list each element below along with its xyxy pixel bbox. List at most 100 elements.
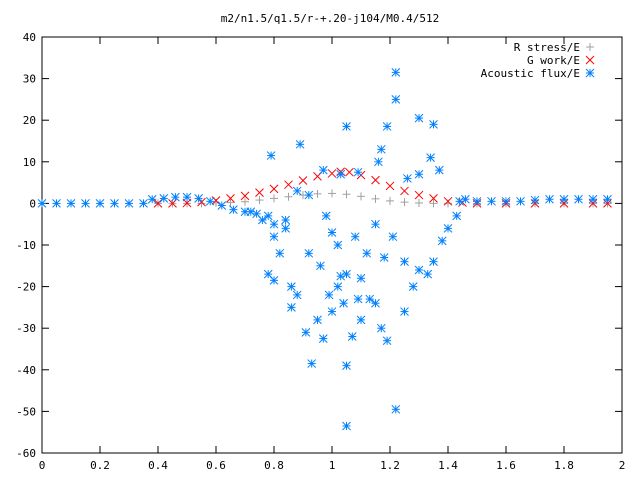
data-point — [318, 334, 328, 343]
data-point — [304, 248, 314, 258]
tick-labels: 0 0.2 0.4 0.6 0.8 1 1.2 1.4 1.6 1.8 2 40 30 20 10 0 -10 -… — [16, 31, 625, 472]
data-point — [313, 189, 322, 198]
data-point — [313, 315, 322, 325]
data-point — [153, 199, 163, 208]
data-point — [336, 271, 346, 281]
y-tick-label: -50 — [16, 405, 36, 418]
data-point — [379, 253, 389, 262]
y-tick-label: -10 — [16, 239, 36, 252]
x-tick-label: 0.8 — [264, 459, 284, 472]
data-point — [452, 211, 462, 221]
data-point — [124, 199, 134, 208]
x-tick-label: 0 — [39, 459, 46, 472]
y-tick-label: -30 — [16, 322, 36, 335]
data-point — [414, 265, 424, 275]
data-point — [263, 211, 273, 221]
data-point — [350, 232, 360, 242]
x-tick-label: 0.4 — [148, 459, 168, 472]
data-point — [287, 303, 296, 312]
x-tick-label: 1.4 — [438, 459, 458, 472]
data-point — [388, 232, 398, 242]
x-tick-label: 0.6 — [206, 459, 226, 472]
data-point — [376, 144, 386, 154]
data-point — [461, 194, 470, 204]
data-point — [429, 257, 438, 266]
data-point — [443, 224, 453, 233]
data-point — [269, 219, 279, 229]
data-point — [414, 113, 424, 123]
data-point — [353, 167, 363, 177]
x-tick-label: 1 — [329, 459, 336, 472]
x-tick-label: 1.2 — [380, 459, 400, 472]
data-point — [252, 209, 261, 219]
data-point — [269, 232, 279, 242]
data-point — [414, 169, 424, 179]
data-point — [304, 190, 314, 200]
data-point — [501, 196, 511, 206]
data-point — [321, 211, 331, 221]
data-point — [530, 195, 540, 205]
data-point — [376, 323, 386, 333]
data-point — [275, 248, 285, 258]
data-point — [400, 307, 409, 316]
y-tick-label: -20 — [16, 281, 36, 294]
x-tick-label: 1.6 — [496, 459, 516, 472]
series-2 — [153, 167, 612, 208]
y-tick-label: 20 — [23, 114, 36, 127]
data-point — [391, 95, 401, 104]
legend-label: G work/E — [527, 54, 580, 67]
data-point — [423, 269, 433, 279]
data-point — [147, 194, 157, 204]
data-point — [95, 199, 105, 208]
data-point — [52, 199, 61, 208]
data-point — [205, 196, 215, 206]
data-point — [455, 196, 464, 206]
data-point — [336, 169, 346, 179]
data-point — [403, 174, 412, 183]
data-point — [342, 190, 351, 199]
y-tick-label: 30 — [23, 73, 36, 86]
data-point — [603, 199, 612, 208]
data-point — [371, 194, 380, 203]
data-point — [159, 194, 169, 203]
data-point — [327, 228, 337, 237]
data-point — [226, 198, 235, 207]
data-point — [292, 290, 302, 300]
y-tick-label: -60 — [16, 447, 36, 460]
data-point — [307, 359, 317, 368]
data-point — [139, 199, 148, 208]
data-point — [281, 215, 290, 225]
data-point — [229, 205, 238, 214]
legend-label: R stress/E — [514, 41, 580, 54]
data-point — [516, 196, 525, 206]
plot-frame — [41, 36, 623, 454]
chart-title: m2/n1.5/q1.5/r-+.20-j104/M0.4/512 — [221, 12, 440, 25]
data-point — [287, 282, 296, 291]
data-point — [270, 194, 278, 203]
data-point — [588, 199, 598, 208]
data-point — [342, 421, 351, 431]
data-point — [545, 194, 554, 204]
x-tick-label: 1.8 — [554, 459, 574, 472]
data-point — [374, 157, 383, 167]
data-point — [429, 199, 438, 208]
data-point — [371, 175, 380, 185]
data-point — [66, 199, 76, 208]
data-point — [371, 219, 380, 229]
data-point — [443, 196, 453, 206]
data-point — [357, 192, 365, 201]
data-point — [298, 176, 308, 185]
data-point — [284, 180, 293, 190]
data-point — [415, 198, 423, 207]
data-point — [603, 194, 612, 204]
data-point — [37, 199, 47, 208]
legend-marker — [585, 55, 595, 65]
data-point — [365, 294, 375, 304]
data-point — [240, 191, 250, 201]
data-point — [472, 196, 482, 206]
data-point — [345, 167, 354, 177]
data-point — [429, 194, 438, 203]
data-point — [110, 199, 119, 208]
